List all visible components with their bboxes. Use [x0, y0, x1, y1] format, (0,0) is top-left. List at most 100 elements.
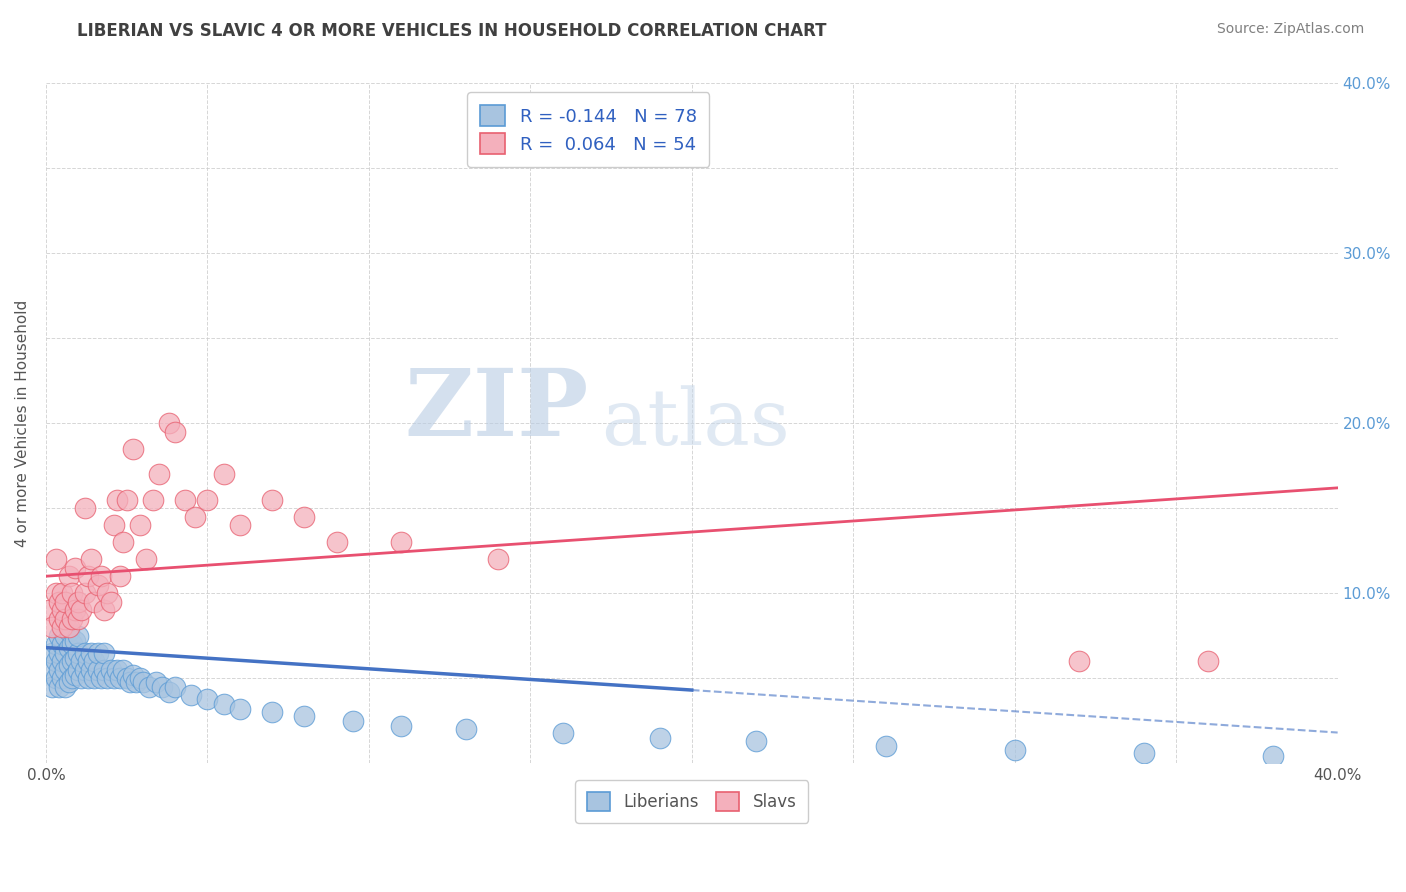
Point — [63, 667, 86, 681]
Point — [51, 671, 73, 685]
Point — [67, 629, 90, 643]
Point — [63, 650, 86, 665]
Point — [138, 680, 160, 694]
Point — [1198, 654, 1220, 668]
Point — [80, 552, 103, 566]
Point — [41, 680, 63, 694]
Point — [73, 501, 96, 516]
Point — [292, 708, 315, 723]
Point — [93, 603, 115, 617]
Point — [105, 492, 128, 507]
Point — [77, 654, 100, 668]
Point — [80, 663, 103, 677]
Point — [45, 637, 67, 651]
Point — [212, 697, 235, 711]
Point — [93, 646, 115, 660]
Point — [165, 680, 187, 694]
Point — [100, 663, 122, 677]
Point — [183, 509, 205, 524]
Text: LIBERIAN VS SLAVIC 4 OR MORE VEHICLES IN HOUSEHOLD CORRELATION CHART: LIBERIAN VS SLAVIC 4 OR MORE VEHICLES IN… — [77, 22, 827, 40]
Point — [73, 646, 96, 660]
Point — [148, 467, 170, 482]
Point — [45, 552, 67, 566]
Point — [53, 663, 76, 677]
Point — [197, 691, 219, 706]
Point — [67, 595, 90, 609]
Point — [103, 671, 125, 685]
Point — [228, 702, 250, 716]
Point — [122, 667, 145, 681]
Point — [260, 705, 283, 719]
Point — [73, 586, 96, 600]
Point — [115, 671, 138, 685]
Point — [128, 518, 150, 533]
Point — [58, 620, 80, 634]
Point — [67, 663, 90, 677]
Y-axis label: 4 or more Vehicles in Household: 4 or more Vehicles in Household — [15, 300, 30, 547]
Point — [53, 646, 76, 660]
Point — [63, 603, 86, 617]
Point — [103, 518, 125, 533]
Point — [48, 612, 70, 626]
Point — [228, 518, 250, 533]
Point — [100, 595, 122, 609]
Point — [45, 671, 67, 685]
Point — [110, 569, 132, 583]
Point — [51, 637, 73, 651]
Point — [86, 578, 108, 592]
Point — [51, 603, 73, 617]
Point — [83, 671, 105, 685]
Point — [145, 674, 167, 689]
Point — [70, 671, 93, 685]
Point — [48, 663, 70, 677]
Text: ZIP: ZIP — [404, 365, 589, 455]
Point — [67, 612, 90, 626]
Point — [122, 442, 145, 456]
Point — [135, 552, 157, 566]
Point — [51, 586, 73, 600]
Point — [51, 654, 73, 668]
Point — [60, 671, 83, 685]
Point — [93, 663, 115, 677]
Point — [112, 663, 135, 677]
Point — [58, 640, 80, 655]
Point — [1069, 654, 1091, 668]
Point — [110, 671, 132, 685]
Point — [325, 535, 347, 549]
Point — [112, 535, 135, 549]
Point — [41, 620, 63, 634]
Point — [38, 663, 60, 677]
Point — [86, 663, 108, 677]
Point — [96, 586, 118, 600]
Point — [292, 509, 315, 524]
Point — [86, 646, 108, 660]
Point — [48, 646, 70, 660]
Point — [83, 595, 105, 609]
Point — [60, 612, 83, 626]
Point — [48, 629, 70, 643]
Point — [58, 624, 80, 638]
Point — [260, 492, 283, 507]
Point — [389, 535, 412, 549]
Point — [45, 654, 67, 668]
Point — [53, 612, 76, 626]
Point — [1261, 749, 1284, 764]
Point — [90, 671, 112, 685]
Text: atlas: atlas — [602, 385, 790, 461]
Point — [60, 654, 83, 668]
Point — [173, 492, 195, 507]
Point — [70, 603, 93, 617]
Point — [38, 603, 60, 617]
Point — [157, 685, 180, 699]
Point — [77, 569, 100, 583]
Point — [157, 417, 180, 431]
Point — [118, 674, 141, 689]
Point — [212, 467, 235, 482]
Point — [125, 674, 148, 689]
Point — [551, 725, 574, 739]
Point — [48, 595, 70, 609]
Point — [70, 654, 93, 668]
Point — [132, 674, 155, 689]
Point — [73, 663, 96, 677]
Point — [60, 586, 83, 600]
